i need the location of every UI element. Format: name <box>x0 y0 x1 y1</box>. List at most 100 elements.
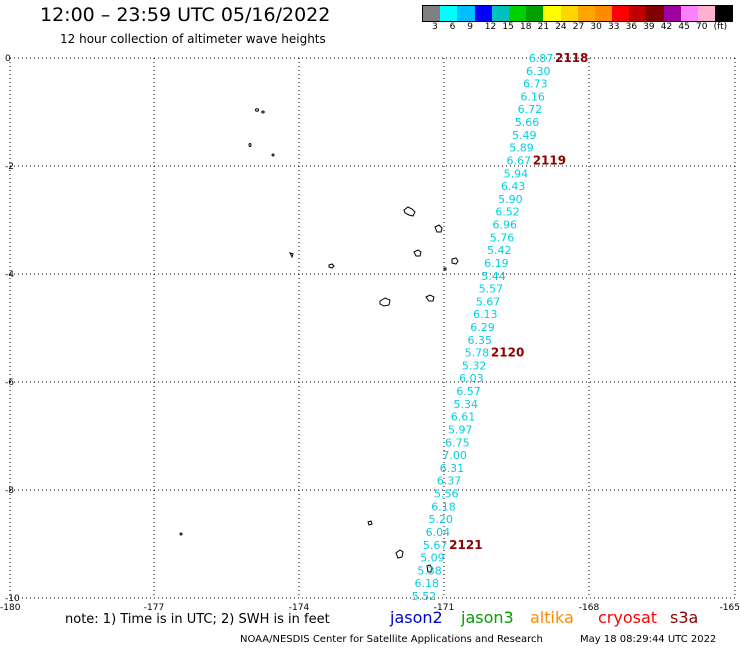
colorbar-swatch <box>663 6 681 21</box>
wave-height-label: 6.19 <box>484 257 509 270</box>
legend-s3a: s3a <box>670 608 699 627</box>
colorbar-swatch <box>491 6 509 21</box>
x-tick-label: -177 <box>144 603 164 613</box>
wave-height-label: 5.76 <box>490 231 515 244</box>
wave-height-label: 6.31 <box>440 462 465 475</box>
wave-height-label: 5.67 <box>476 295 501 308</box>
island <box>248 143 252 147</box>
y-tick-label: -2 <box>5 162 14 172</box>
x-tick-label: -168 <box>579 603 600 613</box>
axis-labels: -180 -177 -174 -171 -168 -165 0 -2 -4 -6 -8 -10 <box>0 54 740 613</box>
legend-jason3: jason3 <box>461 608 514 627</box>
wave-height-label: 6.87 <box>529 52 554 65</box>
wave-height-label: 6.61 <box>451 411 476 424</box>
credit-line: NOAA/NESDIS Center for Satellite Applica… <box>240 634 543 645</box>
wave-height-label: 5.66 <box>515 116 540 129</box>
wave-height-label: 6.18 <box>431 500 456 513</box>
wave-height-label: 6.13 <box>473 308 498 321</box>
colorbar-swatch <box>577 6 595 21</box>
map-grid <box>9 57 736 599</box>
colorbar-label: 27 <box>572 22 585 32</box>
wave-height-label: 5.09 <box>420 552 445 565</box>
colorbar-label: 39 <box>643 22 655 32</box>
wave-height-label: 6.52 <box>495 206 520 219</box>
island <box>379 297 391 307</box>
colorbar-label: 24 <box>555 22 567 32</box>
colorbar-swatch <box>698 6 716 21</box>
wave-height-label: 6.35 <box>467 334 492 347</box>
x-tick-label: -174 <box>289 603 310 613</box>
colorbar <box>422 5 734 22</box>
island <box>413 249 422 257</box>
colorbar-swatch <box>440 6 458 21</box>
colorbar-swatch <box>457 6 475 21</box>
wave-height-label: 5.52 <box>412 590 437 603</box>
colorbar-swatch <box>629 6 647 21</box>
wave-height-label: 5.49 <box>512 129 537 142</box>
island <box>403 206 416 217</box>
wave-height-label: 6.18 <box>415 577 440 590</box>
wave-height-label: 6.75 <box>445 436 470 449</box>
island <box>426 564 433 573</box>
colorbar-swatch <box>508 6 527 21</box>
colorbar-swatch <box>594 6 613 21</box>
generated-timestamp: May 18 08:29:44 UTC 2022 <box>580 634 717 645</box>
island <box>443 267 447 271</box>
x-tick-label: -180 <box>0 603 21 613</box>
colorbar-label: 3 <box>432 22 438 32</box>
colorbar-label: 9 <box>467 22 473 32</box>
wave-height-label: 5.67 <box>423 539 448 552</box>
colorbar-label: 42 <box>660 22 673 32</box>
colorbar-label: 33 <box>608 22 620 32</box>
island <box>367 520 373 526</box>
map-subtitle: 12 hour collection of altimeter wave hei… <box>60 32 326 46</box>
island <box>179 532 183 536</box>
wave-height-label: 5.94 <box>504 167 529 180</box>
time-labels: 2118 2119 2120 2121 <box>449 51 588 552</box>
wave-height-label: 5.78 <box>465 347 490 360</box>
y-tick-label: -10 <box>5 594 20 604</box>
island <box>434 224 443 233</box>
y-tick-label: -8 <box>5 486 14 496</box>
wave-height-label: 6.04 <box>426 526 451 539</box>
colorbar-label: 36 <box>625 22 638 32</box>
wave-height-label: 6.72 <box>518 103 543 116</box>
wave-height-label: 5.38 <box>417 564 442 577</box>
colorbar-swatch <box>526 6 544 21</box>
island <box>451 257 459 265</box>
colorbar-swatch <box>423 6 441 21</box>
colorbar-swatch <box>680 6 698 21</box>
wave-height-label: 5.97 <box>448 423 473 436</box>
wave-height-label: 6.30 <box>526 65 551 78</box>
wave-height-label: 5.89 <box>509 142 534 155</box>
colorbar-swatch <box>560 6 578 21</box>
colorbar-label: 70 <box>696 22 708 32</box>
legend-cryosat: cryosat <box>598 608 658 627</box>
wave-height-label: 5.90 <box>498 193 523 206</box>
colorbar-label: 30 <box>590 22 602 32</box>
time-label: 2118 <box>555 51 588 65</box>
colorbar-swatch <box>646 6 664 21</box>
wave-height-label: 6.57 <box>456 385 481 398</box>
colorbar-label: (ft) <box>713 22 728 32</box>
x-tick-label: -171 <box>434 603 454 613</box>
y-tick-label: -6 <box>5 378 14 388</box>
footer-note: note: 1) Time is in UTC; 2) SWH is in fe… <box>65 612 330 627</box>
colorbar-swatch <box>715 6 733 21</box>
wave-height-label: 5.56 <box>434 488 459 501</box>
time-label: 2120 <box>491 346 524 360</box>
legend-jason2: jason2 <box>390 608 443 627</box>
wave-height-label: 5.44 <box>481 270 506 283</box>
wave-height-label: 6.29 <box>470 321 495 334</box>
wave-height-label: 5.32 <box>462 359 487 372</box>
y-tick-label: -4 <box>5 270 14 280</box>
wave-height-label: 7.00 <box>442 449 467 462</box>
map-title: 12:00 – 23:59 UTC 05/16/2022 <box>40 4 331 26</box>
island <box>425 294 435 302</box>
colorbar-swatch <box>612 6 630 21</box>
colorbar-label: 15 <box>502 22 514 32</box>
colorbar-label: 45 <box>678 22 690 32</box>
wave-height-label: 6.37 <box>437 475 462 488</box>
legend-altika: altika <box>530 608 574 627</box>
